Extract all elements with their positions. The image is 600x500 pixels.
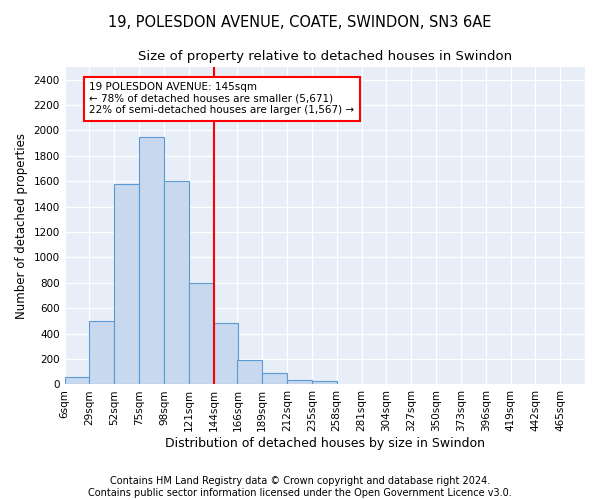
Bar bbox=[312, 380, 337, 384]
Bar bbox=[214, 324, 238, 384]
Bar bbox=[287, 380, 312, 384]
Text: 19 POLESDON AVENUE: 145sqm
← 78% of detached houses are smaller (5,671)
22% of s: 19 POLESDON AVENUE: 145sqm ← 78% of deta… bbox=[89, 82, 355, 116]
Bar bbox=[189, 283, 214, 384]
Bar bbox=[164, 181, 189, 384]
Text: Contains HM Land Registry data © Crown copyright and database right 2024.
Contai: Contains HM Land Registry data © Crown c… bbox=[88, 476, 512, 498]
X-axis label: Distribution of detached houses by size in Swindon: Distribution of detached houses by size … bbox=[165, 437, 485, 450]
Bar bbox=[65, 378, 89, 384]
Bar bbox=[238, 360, 262, 384]
Bar bbox=[139, 137, 164, 384]
Bar bbox=[115, 184, 139, 384]
Text: 19, POLESDON AVENUE, COATE, SWINDON, SN3 6AE: 19, POLESDON AVENUE, COATE, SWINDON, SN3… bbox=[109, 15, 491, 30]
Bar bbox=[262, 373, 287, 384]
Y-axis label: Number of detached properties: Number of detached properties bbox=[15, 132, 28, 318]
Title: Size of property relative to detached houses in Swindon: Size of property relative to detached ho… bbox=[138, 50, 512, 63]
Bar bbox=[89, 321, 115, 384]
